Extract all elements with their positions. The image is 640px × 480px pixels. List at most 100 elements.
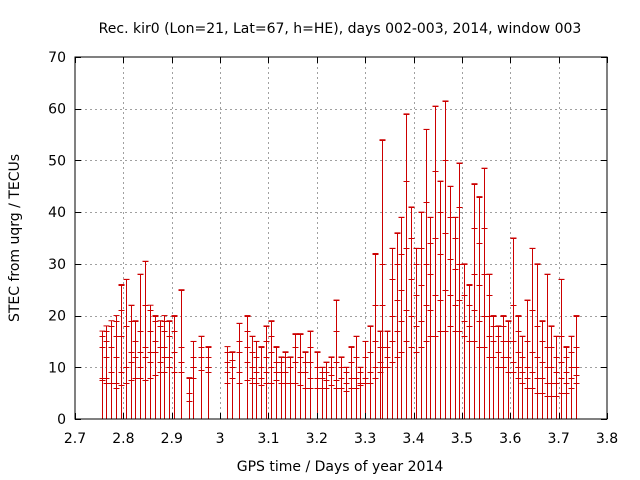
error-bar [328,356,335,419]
error-bar [389,247,396,419]
error-bar [171,315,178,419]
error-bar [297,333,304,419]
error-bar [123,278,130,419]
x-tick-label: 2.9 [161,431,183,447]
error-bar [423,128,430,419]
error-bar [282,351,289,419]
error-bar [539,320,546,419]
error-bar [249,335,256,419]
x-tick-label: 3.3 [354,431,376,447]
error-bar [348,346,355,419]
x-tick-label: 3.4 [402,431,424,447]
error-bar [268,320,275,419]
error-bar [186,377,193,419]
error-bar [205,346,212,419]
error-bar [548,325,555,419]
error-bar [157,320,164,419]
error-bar [258,346,265,419]
error-bar [323,361,330,419]
error-bar [394,232,401,419]
error-bar [273,346,280,419]
error-bar [427,216,434,419]
error-bar [161,315,168,419]
error-bar [481,167,488,419]
error-bar [568,335,575,419]
error-bar [302,351,309,419]
error-bar [558,278,565,419]
error-bar [495,325,502,419]
error-bar [403,113,410,419]
error-bar [486,273,493,419]
error-bar [319,366,326,419]
x-tick-label: 3.2 [306,431,328,447]
error-bar [510,237,517,419]
error-bar [343,366,350,419]
error-bar [573,315,580,419]
x-tick-label: 2.8 [112,431,134,447]
y-tick-label: 70 [48,50,66,66]
error-bar [563,346,570,419]
error-bar [544,273,551,419]
error-bar [314,351,321,419]
error-bar [529,247,536,419]
x-tick-label: 3.1 [257,431,279,447]
error-bar [553,335,560,419]
error-bar [118,284,125,419]
error-bar [461,263,468,419]
error-bar [333,299,340,419]
error-bar [500,315,507,419]
y-tick-label: 50 [48,153,66,169]
plot-frame [74,56,608,420]
x-tick-label: 3 [216,431,225,447]
error-bar [519,335,526,419]
y-tick-label: 10 [48,360,66,376]
error-bar [338,356,345,419]
error-bar [229,351,236,419]
error-bar [471,183,478,419]
error-bar [452,216,459,419]
error-bar [357,366,364,419]
error-bar [224,346,231,419]
error-bar [398,216,405,419]
error-bar [524,299,531,419]
error-bar [418,211,425,419]
error-bar [476,196,483,419]
y-tick-label: 40 [48,205,66,221]
error-bar [178,289,185,419]
y-tick-label: 60 [48,102,66,118]
error-bar [534,263,541,419]
error-bar [152,315,159,419]
x-tick-label: 3.6 [499,431,521,447]
error-bar [190,340,197,419]
error-bar [408,206,415,419]
error-bar [108,320,115,419]
error-bar [287,356,294,419]
x-tick-labels: 2.7 2.8 2.9 3 3.1 3.2 3.3 3.4 3.5 3.6 3.7 3.8 [64,431,618,447]
error-bar [147,304,154,419]
error-bar [490,315,497,419]
error-bar [437,180,444,419]
error-bar [456,162,463,419]
x-tick-label: 2.7 [64,431,86,447]
y-tick-label: 30 [48,257,66,273]
error-bar [128,304,135,419]
x-tick-label: 3.7 [548,431,570,447]
error-bar [466,284,473,419]
error-bar [113,315,120,419]
error-bar [505,320,512,419]
error-bar [263,325,270,419]
x-tick-label: 3.5 [451,431,473,447]
error-bar [362,340,369,419]
y-tick-label: 20 [48,309,66,325]
error-bar [384,330,391,419]
chart-title: Rec. kir0 (Lon=21, Lat=67, h=HE), days 0… [99,21,582,37]
error-bar [137,273,144,419]
error-bar [367,325,374,419]
error-bar [278,356,285,419]
error-bar [515,315,522,419]
error-bar [353,335,360,419]
error-bar [103,325,110,419]
error-bar [292,333,299,419]
error-bar-series [99,100,580,419]
